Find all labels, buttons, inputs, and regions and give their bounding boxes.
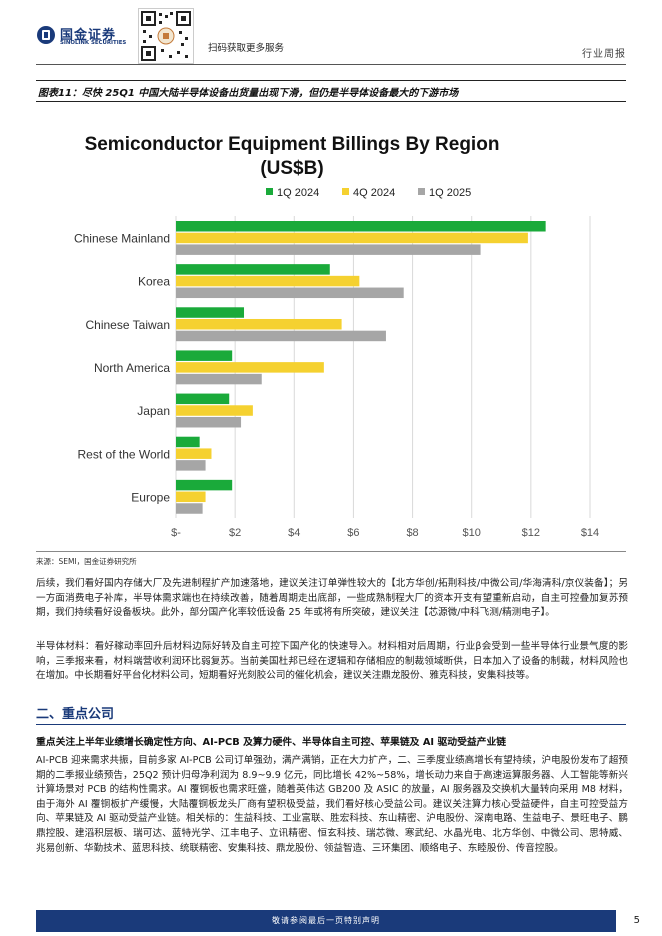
bar-0-1 xyxy=(176,232,528,244)
legend-swatch-0 xyxy=(266,188,273,195)
category-label-0: Chinese Mainland xyxy=(74,232,170,246)
legend-label-0: 1Q 2024 xyxy=(277,187,319,199)
footer-bar: 敬请参阅最后一页特别声明 xyxy=(36,910,616,932)
x-tick-label-2: $4 xyxy=(288,527,300,539)
figure-caption: 图表11：尽快 25Q1 中国大陆半导体设备出货量出现下滑，但仍是半导体设备最大… xyxy=(38,88,459,99)
x-tick-label-1: $2 xyxy=(229,527,241,539)
source-divider xyxy=(36,551,626,552)
chart-x-ticks: $- $2 $4 $6 $8 $10 $12 $14 xyxy=(171,527,599,539)
figure-source: 来源：SEMI，国金证券研究所 xyxy=(36,557,137,566)
bar-1-0 xyxy=(176,264,330,275)
chart-legend: 1Q 2024 4Q 2024 1Q 2025 xyxy=(266,187,471,199)
x-tick-label-7: $14 xyxy=(581,527,599,539)
logo-cn-text: 国金证券 xyxy=(60,28,117,43)
footer-disclaimer: 敬请参阅最后一页特别声明 xyxy=(272,916,380,925)
page-header: 国金证券 SINOLINK SECURITIES 扫码获取更多服务 行业周报 xyxy=(0,0,662,66)
bar-4-1 xyxy=(176,405,253,416)
bar-1-1 xyxy=(176,275,360,287)
x-tick-label-0: $- xyxy=(171,527,181,539)
bar-2-1 xyxy=(176,318,342,330)
bar-3-2 xyxy=(176,373,262,385)
page-number: 5 xyxy=(633,915,640,926)
bar-1-2 xyxy=(176,287,404,299)
bar-0-2 xyxy=(176,244,481,255)
bar-2-0 xyxy=(176,307,245,318)
category-label-3: North America xyxy=(94,361,170,375)
bar-3-0 xyxy=(176,350,233,361)
paragraph-key-companies: AI-PCB 迎来需求共振，目前多家 AI-PCB 公司订单强劲，满产满销，正在… xyxy=(36,755,628,854)
company-logo: 国金证券 SINOLINK SECURITIES xyxy=(36,24,128,50)
x-tick-label-6: $12 xyxy=(522,527,540,539)
chart-bars xyxy=(176,221,546,514)
chart-title-line1: Semiconductor Equipment Billings By Regi… xyxy=(85,134,500,155)
scan-prompt-text: 扫码获取更多服务 xyxy=(208,43,285,54)
x-tick-label-3: $6 xyxy=(347,527,359,539)
x-tick-label-4: $8 xyxy=(406,527,418,539)
bar-5-0 xyxy=(176,436,200,448)
x-tick-label-5: $10 xyxy=(463,527,481,539)
legend-label-2: 1Q 2025 xyxy=(429,187,471,199)
qr-code-icon[interactable] xyxy=(138,8,194,64)
section-divider xyxy=(36,724,626,725)
chart-title-line2: (US$B) xyxy=(260,158,323,179)
bar-0-0 xyxy=(176,221,546,232)
category-label-2: Chinese Taiwan xyxy=(86,318,171,332)
paragraph-materials: 半导体材料：看好稼动率回升后材料边际好转及自主可控下国产化的快速导入。材料相对后… xyxy=(36,641,628,682)
bar-5-1 xyxy=(176,448,212,459)
legend-swatch-2 xyxy=(418,188,425,195)
bar-4-2 xyxy=(176,416,242,428)
header-divider xyxy=(36,64,626,65)
category-label-1: Korea xyxy=(138,275,170,289)
bar-4-0 xyxy=(176,393,230,405)
bar-5-2 xyxy=(176,460,206,471)
doc-type-label: 行业周报 xyxy=(582,49,626,60)
category-label-4: Japan xyxy=(137,404,170,418)
category-label-6: Europe xyxy=(131,490,170,504)
figure-caption-box: 图表11：尽快 25Q1 中国大陆半导体设备出货量出现下滑，但仍是半导体设备最大… xyxy=(36,80,626,102)
sub-heading: 重点关注上半年业绩增长确定性方向、AI-PCB 及算力硬件、半导体自主可控、苹果… xyxy=(36,737,507,748)
chart-category-labels: Chinese Mainland Korea Chinese Taiwan North… xyxy=(74,232,170,505)
bar-6-1 xyxy=(176,491,206,503)
section-title: 二、重点公司 xyxy=(36,707,115,722)
chart-svg: Semiconductor Equipment Billings By Regi… xyxy=(74,134,599,539)
bar-3-1 xyxy=(176,362,324,373)
category-label-5: Rest of the World xyxy=(78,447,170,461)
paragraph-equipment: 后续，我们看好国内存储大厂及先进制程扩产加速落地，建议关注订单弹性较大的【北方华… xyxy=(36,578,628,619)
legend-label-1: 4Q 2024 xyxy=(353,187,395,199)
logo-mark-icon xyxy=(37,26,55,44)
legend-swatch-1 xyxy=(342,188,349,195)
bar-6-0 xyxy=(176,479,233,491)
bar-6-2 xyxy=(176,503,203,514)
billings-bar-chart: Semiconductor Equipment Billings By Regi… xyxy=(36,108,626,548)
page-footer: 敬请参阅最后一页特别声明 5 xyxy=(0,908,662,936)
logo-en-text: SINOLINK SECURITIES xyxy=(60,40,127,46)
bar-2-2 xyxy=(176,330,386,342)
